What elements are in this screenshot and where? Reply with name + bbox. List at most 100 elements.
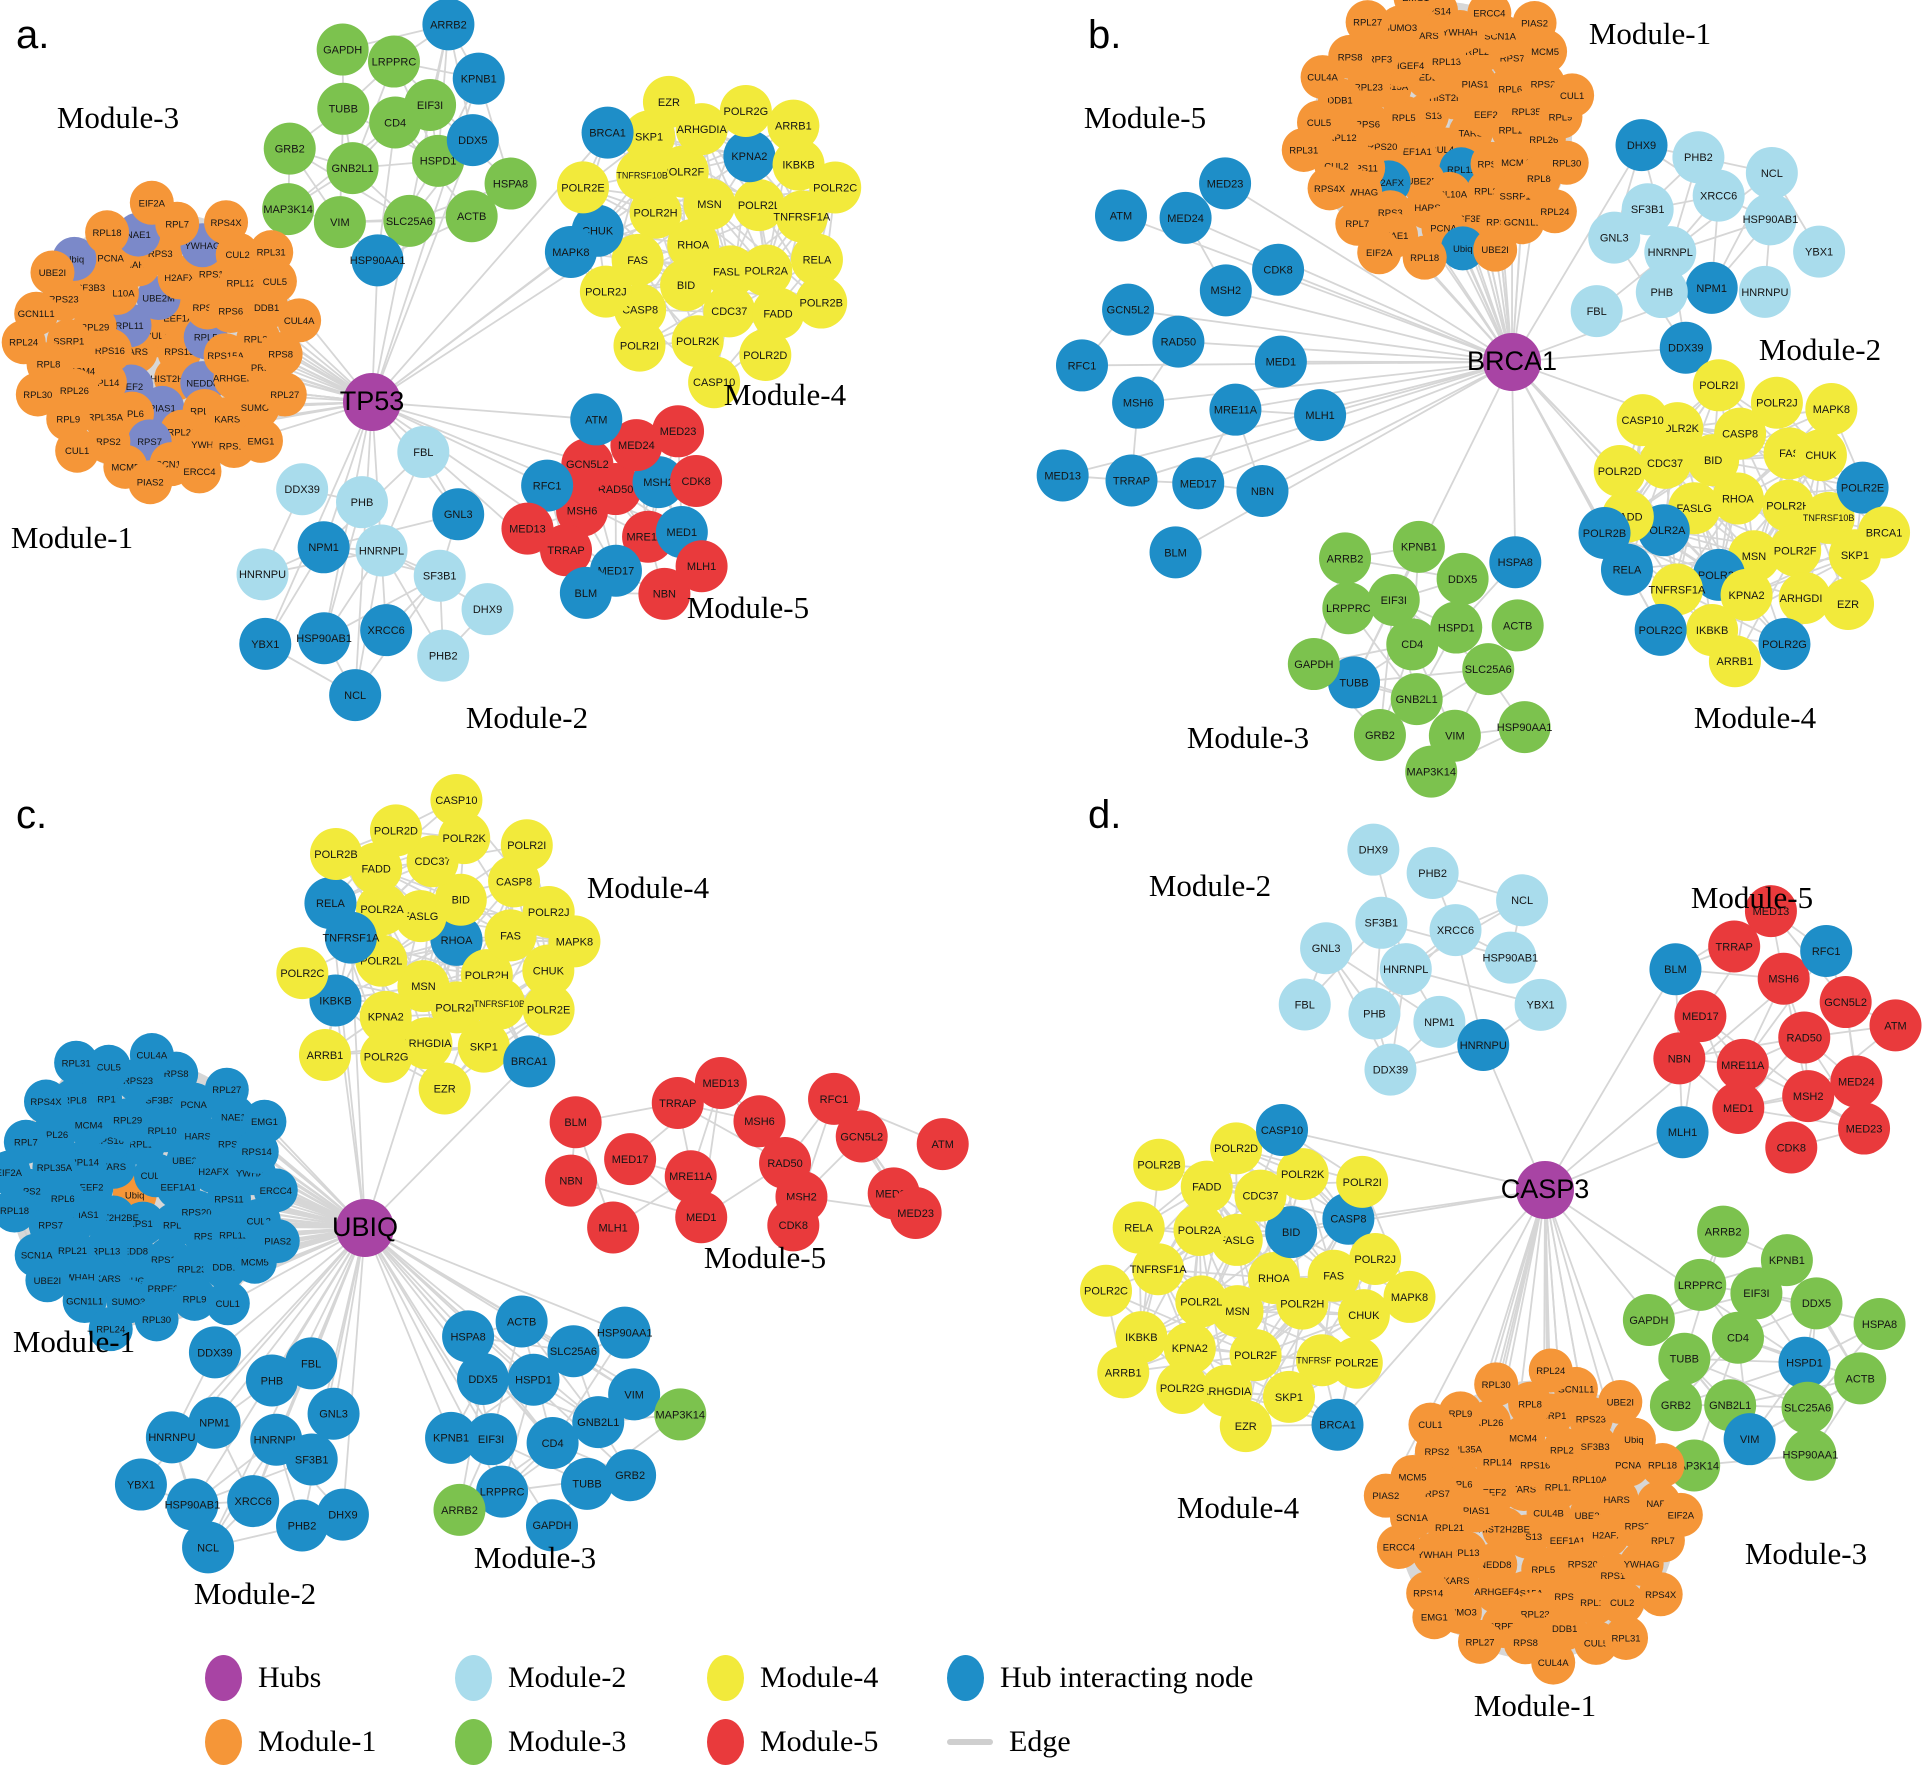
node-CDK8: CDK8	[670, 455, 723, 508]
edge	[1189, 1347, 1338, 1426]
nodes: RHOAMSNFASLGPOLR2HPOLR2LBIDPOLR2FPOLR2AF…	[0, 774, 969, 1574]
node-DDX5: DDX5	[1790, 1277, 1843, 1330]
node-POLR2D: POLR2D	[739, 328, 792, 381]
hub-edge	[364, 1227, 452, 1439]
node-POLR2E: POLR2E	[557, 161, 610, 214]
hub-edge	[371, 401, 548, 487]
hub-edge	[1175, 361, 1513, 554]
node-HNRNPL: HNRNPL	[355, 524, 408, 577]
module-label-module-3: Module-3	[474, 1540, 596, 1575]
node-MED23: MED23	[889, 1186, 942, 1239]
node-VIM: VIM	[608, 1368, 661, 1421]
node-EZR: EZR	[1219, 1400, 1272, 1453]
node-GAPDH: GAPDH	[316, 23, 369, 76]
node-RPL27: RPL27	[262, 372, 307, 417]
node-HSP90AA1: HSP90AA1	[1497, 701, 1552, 754]
node-BLM: BLM	[559, 566, 612, 619]
node-BRCA1: BRCA1	[503, 1035, 556, 1088]
module-label-module-1: Module-1	[1474, 1688, 1596, 1723]
legend-item-edge: Edge	[947, 1716, 1407, 1768]
node-GNL3: GNL3	[307, 1387, 360, 1440]
node-POLR2C: POLR2C	[276, 947, 329, 1000]
node-LRPPRC: LRPPRC	[367, 35, 420, 88]
hub-edge	[364, 1227, 523, 1323]
node-DHX9: DHX9	[1615, 119, 1668, 172]
node-CUL1: CUL1	[1550, 73, 1595, 118]
module-label-module-2: Module-2	[466, 700, 588, 735]
node-BLM: BLM	[1149, 526, 1202, 579]
node-ATM: ATM	[916, 1118, 969, 1171]
node-GCN5L2: GCN5L2	[1819, 976, 1872, 1029]
node-BID: BID	[660, 259, 713, 312]
legend-swatch-icon	[455, 1719, 492, 1765]
node-MAP3K14: MAP3K14	[262, 183, 315, 236]
node-ERCC4: ERCC4	[1376, 1525, 1421, 1570]
node-POLR2A: POLR2A	[1173, 1204, 1226, 1257]
node-EMG1: EMG1	[1412, 1595, 1457, 1640]
node-SKP1: SKP1	[457, 1020, 510, 1073]
node-RPL27: RPL27	[204, 1067, 249, 1112]
node-DHX9: DHX9	[1347, 823, 1400, 876]
node-GRB2: GRB2	[1353, 709, 1406, 762]
node-NBN: NBN	[545, 1154, 598, 1207]
node-HSP90AB1: HSP90AB1	[1743, 193, 1798, 246]
node-MSH2: MSH2	[1199, 264, 1252, 317]
hub-edge	[1224, 182, 1513, 363]
node-HSP90AA1: HSP90AA1	[1783, 1428, 1838, 1481]
node-RPS4X: RPS4X	[204, 200, 249, 245]
node-MED13: MED13	[501, 502, 554, 555]
node-NCL: NCL	[182, 1521, 235, 1574]
legend-item-hub-interacting-node: Hub interacting node	[947, 1652, 1407, 1704]
node-XRCC6: XRCC6	[1429, 904, 1482, 957]
node-MAPK8: MAPK8	[1383, 1270, 1436, 1323]
node-CUL4A: CUL4A	[1300, 55, 1345, 100]
node-DDX5: DDX5	[1436, 552, 1489, 605]
module-label-module-1: Module-1	[13, 1324, 135, 1359]
module-label-module-2: Module-2	[1759, 332, 1881, 367]
node-CASP10: CASP10	[1256, 1103, 1309, 1156]
node-MED23: MED23	[652, 405, 705, 458]
hub-node-TP53: TP53	[340, 373, 405, 431]
node-PHB: PHB	[1348, 987, 1401, 1040]
node-CUL4A: CUL4A	[277, 298, 322, 343]
panel-letter-b: b.	[1088, 13, 1121, 57]
edge	[1105, 1289, 1256, 1356]
hub-label: TP53	[340, 386, 405, 416]
hub-edge	[1225, 289, 1513, 363]
hub-edge	[1281, 1129, 1546, 1191]
legend-item-hubs: Hubs	[205, 1652, 455, 1704]
node-PIAS2: PIAS2	[1512, 1, 1557, 46]
node-KPNA2: KPNA2	[723, 130, 776, 183]
node-CHUK: CHUK	[1794, 429, 1847, 482]
node-ARRB2: ARRB2	[1319, 532, 1372, 585]
node-POLR2G: POLR2G	[1758, 618, 1811, 671]
node-POLR2D: POLR2D	[369, 804, 422, 857]
node-MSH6: MSH6	[1112, 376, 1165, 429]
node-ARRB1: ARRB1	[1097, 1346, 1150, 1399]
node-LRPPRC: LRPPRC	[1674, 1258, 1727, 1311]
node-POLR2E: POLR2E	[1836, 461, 1889, 514]
node-RPL18: RPL18	[1640, 1443, 1685, 1488]
node-VIM: VIM	[1723, 1413, 1776, 1466]
node-NPM1: NPM1	[1685, 261, 1738, 314]
hub-edge	[1511, 346, 1686, 363]
node-DDX5: DDX5	[446, 114, 499, 167]
node-POLR2G: POLR2G	[360, 1030, 413, 1083]
node-MED24: MED24	[1830, 1055, 1883, 1108]
node-POLR2K: POLR2K	[1276, 1148, 1329, 1201]
module-label-module-1: Module-1	[11, 520, 133, 555]
legend-label: Hub interacting node	[1000, 1661, 1254, 1694]
node-FBL: FBL	[1278, 978, 1331, 1031]
hub-label: CASP3	[1501, 1174, 1590, 1204]
node-KPNB1: KPNB1	[452, 52, 505, 105]
legend-swatch-icon	[707, 1719, 744, 1765]
node-POLR2L: POLR2L	[1175, 1275, 1228, 1328]
hub-edge	[1544, 968, 1677, 1191]
node-POLR2G: POLR2G	[719, 85, 772, 138]
node-BRCA1: BRCA1	[1858, 506, 1911, 559]
node-RPS4X: RPS4X	[1307, 166, 1352, 211]
node-GCN5L2: GCN5L2	[1102, 283, 1155, 336]
